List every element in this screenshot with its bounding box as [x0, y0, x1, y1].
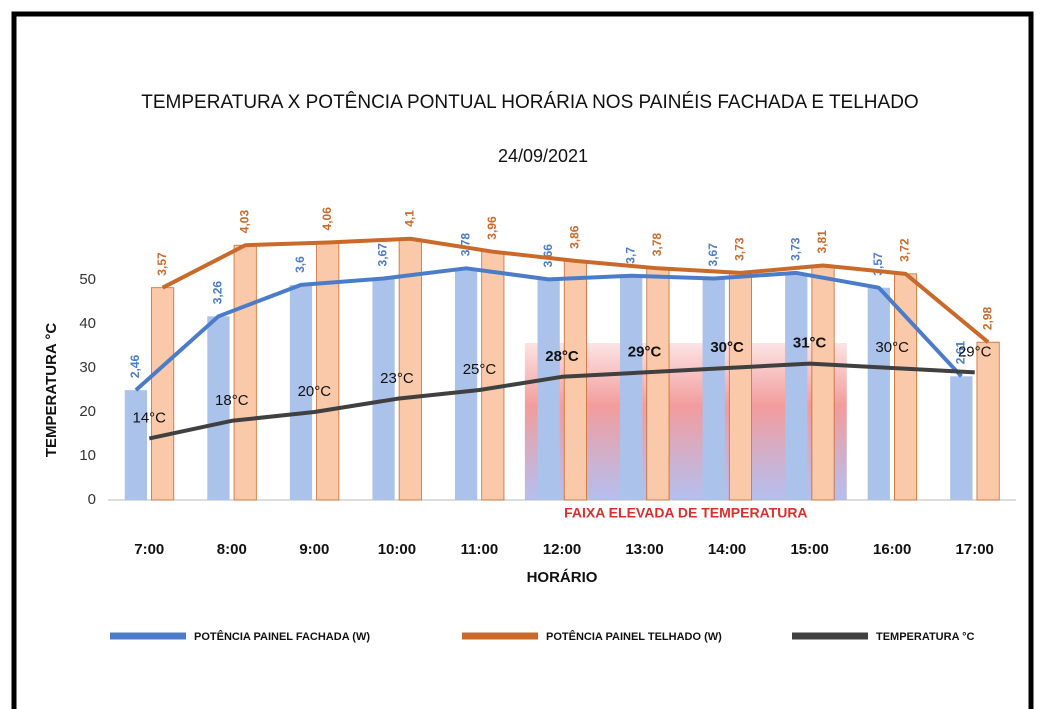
line — [148, 361, 975, 441]
line — [161, 236, 990, 344]
data-label: 4,06 — [320, 207, 334, 231]
data-label: 14°C — [133, 409, 167, 426]
bar — [537, 279, 560, 500]
y-tick-label: 20 — [79, 403, 96, 420]
data-label: 3,86 — [568, 225, 582, 249]
data-label: 29°C — [958, 343, 992, 360]
data-label: 23°C — [380, 370, 414, 387]
data-label: 20°C — [298, 383, 332, 400]
y-tick-label: 30 — [79, 359, 96, 376]
bar — [289, 284, 313, 500]
x-tick-label: 16:00 — [873, 541, 911, 558]
bar — [563, 260, 587, 501]
bar — [124, 390, 148, 500]
x-tick-label: 14:00 — [708, 541, 746, 558]
bar — [207, 316, 230, 500]
bar — [811, 265, 835, 501]
highlight-label: FAIXA ELEVADA DE TEMPERATURA — [564, 505, 807, 521]
data-label: 18°C — [215, 392, 249, 409]
data-label: 30°C — [710, 339, 744, 356]
x-tick-label: 9:00 — [299, 541, 329, 558]
data-label: 3,73 — [733, 237, 747, 261]
bar — [646, 267, 670, 501]
y-axis-label: TEMPERATURA °C — [43, 323, 60, 457]
data-label: 3,7 — [623, 247, 637, 264]
data-label: 3,78 — [650, 233, 664, 257]
y-tick-label: 50 — [79, 271, 96, 288]
bar — [372, 278, 395, 500]
bar — [728, 272, 753, 501]
bar — [702, 278, 725, 500]
data-label: 30°C — [875, 339, 909, 356]
data-label: 3,73 — [788, 237, 802, 261]
line — [134, 266, 963, 392]
legend-label: POTÊNCIA PAINEL FACHADA (W) — [194, 630, 370, 643]
x-tick-label: 15:00 — [790, 541, 828, 558]
bar — [867, 287, 890, 500]
x-tick-label: 17:00 — [956, 541, 994, 558]
y-tick-label: 40 — [79, 315, 96, 332]
x-tick-label: 10:00 — [378, 541, 416, 558]
data-label: 3,78 — [458, 233, 472, 257]
data-label: 29°C — [628, 343, 662, 360]
data-label: 28°C — [545, 348, 579, 365]
data-label: 3,72 — [898, 238, 912, 262]
x-tick-label: 8:00 — [217, 541, 247, 558]
bar — [976, 341, 1000, 501]
data-label: 2,46 — [128, 354, 142, 378]
bar — [950, 376, 973, 500]
frame — [11, 11, 1034, 709]
x-tick-label: 12:00 — [543, 541, 581, 558]
legend-label: TEMPERATURA °C — [876, 631, 975, 643]
bar — [454, 268, 478, 500]
data-label: 3,57 — [155, 252, 169, 276]
data-label: 2,61 — [954, 341, 968, 365]
data-label: 4,03 — [237, 210, 251, 234]
data-label: 31°C — [793, 335, 827, 352]
x-tick-label: 11:00 — [461, 541, 499, 558]
data-label: 2,98 — [980, 306, 994, 330]
chart-title: TEMPERATURA X POTÊNCIA PONTUAL HORÁRIA N… — [141, 91, 918, 113]
data-label: 3,96 — [485, 216, 499, 240]
data-label: 3,67 — [376, 243, 390, 267]
chart-subtitle: 24/09/2021 — [498, 146, 588, 166]
x-tick-label: 7:00 — [134, 541, 164, 558]
x-axis-label: HORÁRIO — [527, 569, 598, 586]
data-label: 4,1 — [402, 210, 416, 227]
bar — [620, 275, 643, 500]
data-label: 3,26 — [211, 281, 225, 305]
data-label: 3,66 — [541, 244, 555, 268]
legend-label: POTÊNCIA PAINEL TELHADO (W) — [546, 630, 722, 643]
x-tick-label: 13:00 — [625, 541, 663, 558]
bar — [785, 272, 808, 500]
data-label: 3,81 — [815, 230, 829, 254]
bar — [151, 287, 175, 501]
y-tick-label: 10 — [79, 447, 96, 464]
data-label: 3,6 — [293, 256, 307, 273]
y-tick-label: 0 — [88, 491, 96, 508]
data-label: 3,67 — [706, 243, 720, 267]
bar — [233, 244, 257, 501]
data-label: 25°C — [463, 361, 497, 378]
